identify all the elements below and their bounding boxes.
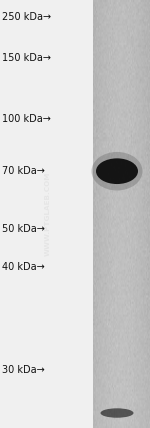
Ellipse shape — [92, 152, 142, 190]
Text: 100 kDa→: 100 kDa→ — [2, 114, 50, 124]
Text: 40 kDa→: 40 kDa→ — [2, 262, 44, 273]
Ellipse shape — [100, 408, 134, 418]
Text: 70 kDa→: 70 kDa→ — [2, 166, 44, 176]
Text: 50 kDa→: 50 kDa→ — [2, 224, 44, 234]
Text: 150 kDa→: 150 kDa→ — [2, 53, 51, 63]
Text: 30 kDa→: 30 kDa→ — [2, 365, 44, 375]
Ellipse shape — [96, 158, 138, 184]
Text: 250 kDa→: 250 kDa→ — [2, 12, 51, 22]
Text: WWW.PTGLAEB.COM: WWW.PTGLAEB.COM — [45, 172, 51, 256]
